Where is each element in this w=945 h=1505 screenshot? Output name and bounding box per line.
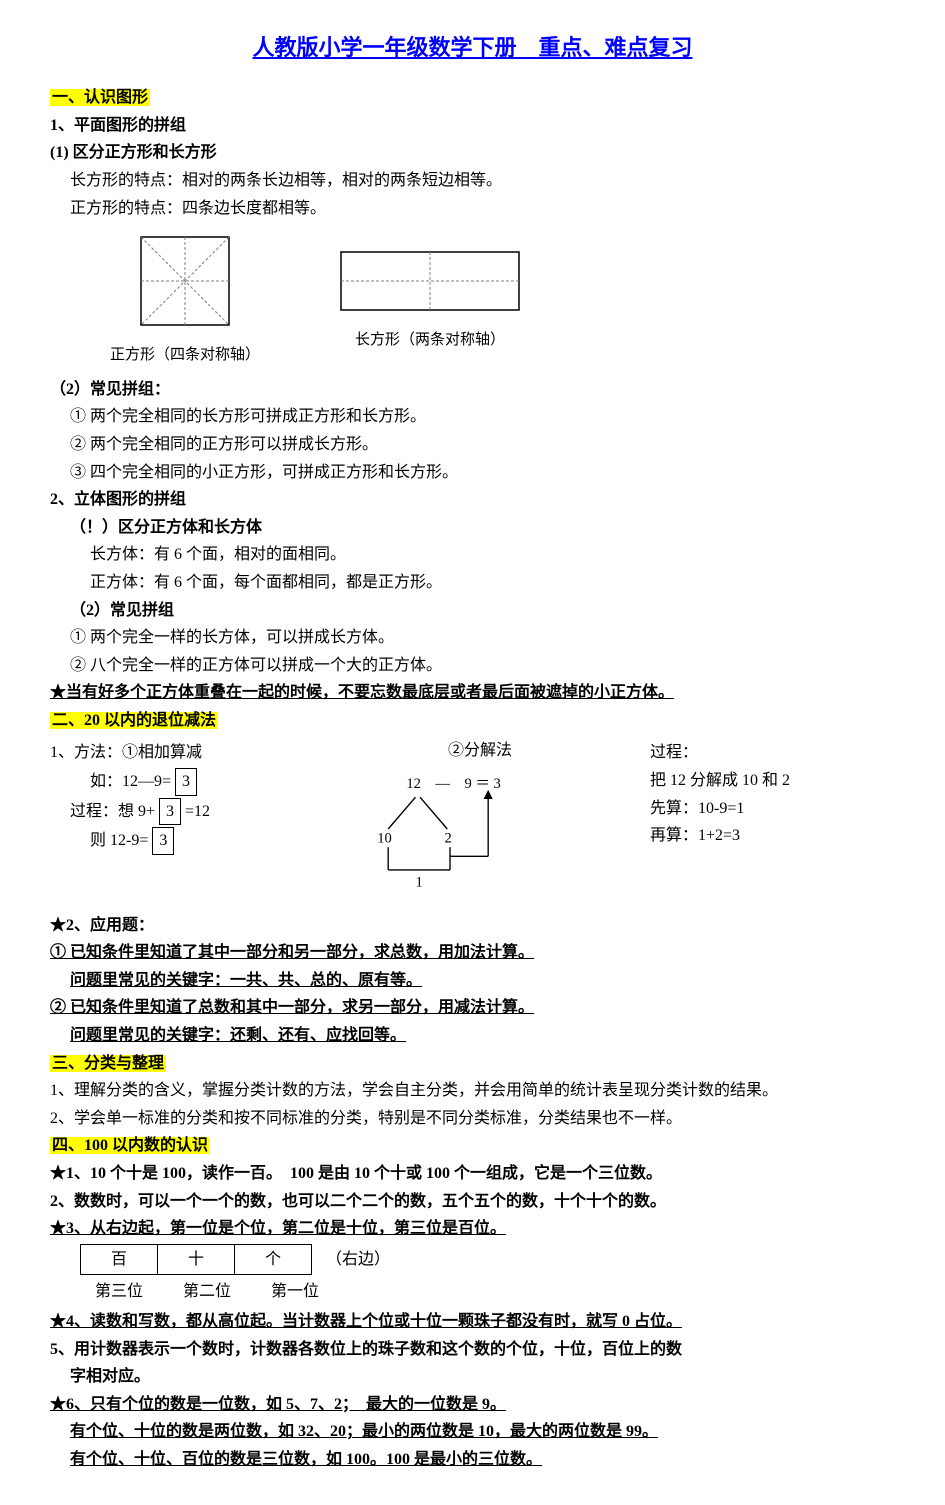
label-pos2: 第二位 bbox=[163, 1277, 251, 1307]
text: ③ 四个完全相同的小正方形，可拼成正方形和长方形。 bbox=[50, 460, 895, 486]
text: ★1、10 个十是 100，读作一百。 100 是由 10 个十或 100 个一… bbox=[50, 1161, 895, 1187]
cell-bai: 百 bbox=[81, 1245, 158, 1275]
svg-text:2: 2 bbox=[445, 831, 452, 847]
text: ★2、应用题： bbox=[50, 913, 895, 939]
rectangle-icon bbox=[340, 251, 520, 311]
text: 字相对应。 bbox=[50, 1364, 895, 1390]
text: ① 两个完全相同的长方形可拼成正方形和长方形。 bbox=[50, 404, 895, 430]
digit-table-row: 百 十 个 （右边） bbox=[50, 1244, 895, 1276]
text: （2）常见拼组 bbox=[50, 598, 895, 624]
text: 2、立体图形的拼组 bbox=[50, 487, 895, 513]
text: ★6、只有个位的数是一位数，如 5、7、2； 最大的一位数是 9。 bbox=[50, 1392, 895, 1418]
decomposition-diagram: 12 — 9 ＝ 3 10 2 1 bbox=[370, 764, 570, 894]
text: 再算：1+2=3 bbox=[650, 823, 870, 849]
square-caption: 正方形（四条对称轴） bbox=[110, 343, 260, 367]
label-pos3: 第三位 bbox=[75, 1277, 163, 1307]
text: ② 两个完全相同的正方形可以拼成长方形。 bbox=[50, 432, 895, 458]
cell-shi: 十 bbox=[158, 1245, 235, 1275]
text: 1、理解分类的含义，掌握分类计数的方法，学会自主分类，并会用简单的统计表呈现分类… bbox=[50, 1078, 895, 1104]
methods-row: 1、方法：①相加算减 如：12—9= 3 过程：想 9+ 3 =12 则 12-… bbox=[50, 738, 895, 902]
text: 问题里常见的关键字：还剩、还有、应找回等。 bbox=[50, 1023, 895, 1049]
text: 2、学会单一标准的分类和按不同标准的分类，特别是不同分类标准，分类结果也不一样。 bbox=[50, 1106, 895, 1132]
digit-labels-row: 第三位 第二位 第一位 bbox=[50, 1277, 895, 1307]
text: 2、数数时，可以一个一个的数，也可以二个二个的数，五个五个的数，十个十个的数。 bbox=[50, 1189, 895, 1215]
section-1-heading: 一、认识图形 bbox=[50, 85, 895, 111]
eq-text: 12 — 9 ＝ 3 bbox=[406, 776, 500, 792]
text: ★4、读数和写数，都从高位起。当计数器上个位或十位一颗珠子都没有时，就写 0 占… bbox=[50, 1309, 895, 1335]
text: （！）区分正方体和长方体 bbox=[50, 515, 895, 541]
page-title: 人教版小学一年级数学下册 重点、难点复习 bbox=[50, 30, 895, 65]
text: 5、用计数器表示一个数时，计数器各数位上的珠子数和这个数的个位，十位，百位上的数 bbox=[50, 1337, 895, 1363]
text: （2）常见拼组： bbox=[50, 377, 895, 403]
svg-text:1: 1 bbox=[415, 874, 422, 890]
text: ② 已知条件里知道了总数和其中一部分，求另一部分，用减法计算。 bbox=[50, 995, 895, 1021]
star-note: ★当有好多个正方体重叠在一起的时候，不要忘数最底层或者最后面被遮掉的小正方体。 bbox=[50, 680, 895, 706]
text: ① 已知条件里知道了其中一部分和另一部分，求总数，用加法计算。 bbox=[50, 940, 895, 966]
text: 过程： bbox=[650, 740, 870, 766]
text: 过程：想 9+ 3 =12 bbox=[50, 798, 310, 826]
text: (1) 区分正方形和长方形 bbox=[50, 140, 895, 166]
shapes-diagram: 正方形（四条对称轴） 长方形（两条对称轴） bbox=[110, 236, 895, 367]
text: 问题里常见的关键字：一共、共、总的、原有等。 bbox=[50, 968, 895, 994]
text: ① 两个完全一样的长方体，可以拼成长方体。 bbox=[50, 625, 895, 651]
text: ②分解法 bbox=[340, 738, 620, 764]
text: 如：12—9= 3 bbox=[50, 768, 310, 796]
text: 1、方法：①相加算减 bbox=[50, 740, 310, 766]
text: 长方体：有 6 个面，相对的面相同。 bbox=[50, 542, 895, 568]
cell-ge: 个 bbox=[235, 1245, 311, 1275]
text: 正方形的特点：四条边长度都相等。 bbox=[50, 196, 895, 222]
text: 长方形的特点：相对的两条长边相等，相对的两条短边相等。 bbox=[50, 168, 895, 194]
text: 1、平面图形的拼组 bbox=[50, 113, 895, 139]
section-4-heading: 四、100 以内数的认识 bbox=[50, 1133, 895, 1159]
svg-text:10: 10 bbox=[377, 831, 392, 847]
text: 正方体：有 6 个面，每个面都相同，都是正方形。 bbox=[50, 570, 895, 596]
square-icon bbox=[140, 236, 230, 326]
text: 有个位、十位、百位的数是三位数，如 100。100 是最小的三位数。 bbox=[50, 1447, 895, 1473]
text: 则 12-9= 3 bbox=[50, 827, 310, 855]
text: ★3、从右边起，第一位是个位，第二位是十位，第三位是百位。 bbox=[50, 1216, 895, 1242]
text: ② 八个完全一样的正方体可以拼成一个大的正方体。 bbox=[50, 653, 895, 679]
rect-caption: 长方形（两条对称轴） bbox=[340, 328, 520, 352]
section-3-heading: 三、分类与整理 bbox=[50, 1051, 895, 1077]
label-pos1: 第一位 bbox=[251, 1277, 339, 1307]
text: 先算：10-9=1 bbox=[650, 796, 870, 822]
section-2-heading: 二、20 以内的退位减法 bbox=[50, 708, 895, 734]
text: （右边） bbox=[326, 1251, 390, 1268]
text: 把 12 分解成 10 和 2 bbox=[650, 768, 870, 794]
text: 有个位、十位的数是两位数，如 32、20；最小的两位数是 10，最大的两位数是 … bbox=[50, 1419, 895, 1445]
